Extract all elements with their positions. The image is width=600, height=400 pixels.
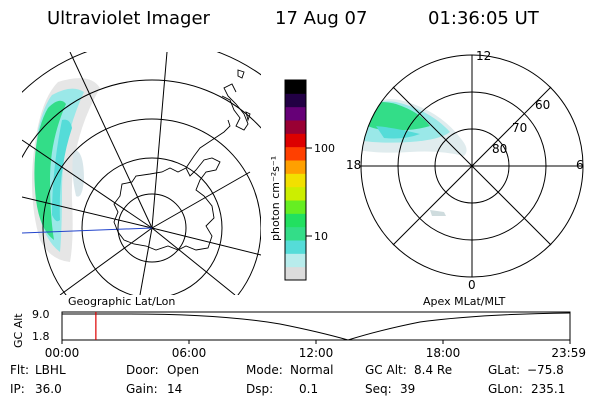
timeline-xticks: 00:00 06:00 12:00 18:00 23:59: [45, 340, 586, 360]
colorbar-cell: [285, 173, 306, 188]
geo-lat-circle: [22, 79, 261, 159]
colorbar-cell: [285, 120, 306, 134]
geo-lon-line: [151, 227, 261, 256]
colorbar-frame: [284, 79, 307, 281]
gain-value: 14: [167, 382, 183, 396]
colorbar-cell: [285, 200, 306, 214]
filter-label: Flt:: [10, 363, 29, 377]
colorbar-cell: [285, 80, 306, 94]
timeline-xtick-label: 00:00: [45, 346, 80, 360]
coastline-south-america: [221, 83, 249, 131]
ip-label: IP:: [10, 382, 25, 396]
aurora-apex-bright: [361, 102, 430, 131]
colorbar-cell: [285, 240, 306, 254]
geo-lon-line: [22, 139, 153, 229]
coastline-islands: [237, 69, 251, 122]
colorbar-cell: [285, 106, 306, 121]
aurora-bright-band: [34, 100, 66, 240]
colorbar-cell: [285, 253, 306, 268]
apex-map-label: Apex MLat/MLT: [423, 295, 506, 308]
geo-lon-line: [139, 227, 153, 295]
aurora-speckle-band: [52, 119, 72, 222]
coastline: [113, 157, 221, 251]
geo-lon-line: [151, 52, 168, 229]
colorbar-cell: [285, 93, 306, 108]
coastline-peninsula: [185, 119, 231, 169]
image-date: 17 Aug 07: [275, 8, 368, 29]
glat-label: GLat:: [488, 363, 521, 377]
aurora-apex-patch: [430, 210, 446, 216]
colorbar-cell: [285, 213, 306, 228]
aurora-apex-speckle: [376, 126, 420, 139]
apex-lat-label-80: 80: [492, 142, 507, 156]
colorbar-cell: [285, 146, 306, 161]
geo-lat-circle: [117, 193, 187, 263]
seq-label: Seq:: [365, 382, 392, 396]
apex-lat-label-70: 70: [512, 121, 527, 135]
door-value: Open: [167, 363, 200, 377]
geo-lon-line: [69, 52, 153, 229]
apex-mlt-line-diag2: [392, 86, 552, 246]
dsp-value: 0.1: [299, 382, 319, 396]
orbit-timeline: GC Alt 9.0 1.8 00:00 06:00 12:00 18:00 23:59: [12, 308, 586, 360]
timeline-ylabel: GC Alt: [12, 313, 25, 348]
apex-map: 12 18 6 0 60 70 80: [346, 49, 584, 292]
instrument-title: Ultraviolet Imager: [47, 8, 210, 29]
geo-lon-line: [22, 196, 153, 229]
colorbar-tick-label-100: 100: [314, 142, 335, 155]
geo-lon-line: [59, 227, 153, 295]
timeline-xtick-label: 12:00: [299, 346, 334, 360]
colorbar-cell: [285, 133, 306, 148]
colorbar-unit-label: photon cm⁻²s⁻¹: [269, 156, 282, 241]
ip-value: 36.0: [35, 382, 62, 396]
apex-mlt-label-6: 6: [576, 158, 584, 172]
glat-value: −75.8: [527, 363, 564, 377]
altitude-curve: [62, 312, 571, 341]
colorbar-cell: [285, 226, 306, 241]
geographic-map-label: Geographic Lat/Lon: [68, 295, 175, 308]
gcalt-label: GC Alt:: [365, 363, 407, 377]
mode-value: Normal: [290, 363, 334, 377]
apex-mlt-label-12: 12: [476, 49, 491, 63]
colorbar-cell: [285, 186, 306, 201]
timeline-ytick-bottom: 1.8: [32, 330, 50, 343]
geo-reference-meridian: [22, 227, 153, 234]
gain-label: Gain:: [126, 382, 158, 396]
timeline-xtick-label: 23:59: [551, 346, 586, 360]
colorbar-cell: [285, 160, 306, 174]
geo-lat-circle: [42, 118, 261, 295]
mode-label: Mode:: [246, 363, 283, 377]
geo-lon-line: [151, 227, 236, 295]
image-time: 01:36:05 UT: [428, 8, 539, 29]
dsp-label: Dsp:: [246, 382, 274, 396]
gcalt-value: 8.4 Re: [414, 363, 453, 377]
timeline-ytick-top: 9.0: [32, 308, 50, 321]
seq-value: 39: [400, 382, 416, 396]
auroral-oval-apex: [361, 99, 467, 216]
filter-value: LBHL: [35, 363, 66, 377]
geo-lat-circle: [81, 157, 223, 295]
colorbar-tick-label-10: 10: [314, 230, 328, 243]
colorbar: [285, 80, 306, 281]
apex-mlt-label-0: 0: [468, 278, 476, 292]
auroral-oval-geographic: [32, 78, 100, 263]
glon-value: 235.1: [531, 382, 566, 396]
aurora-light-patch: [72, 150, 84, 197]
colorbar-cell: [285, 266, 306, 281]
geographic-map: [22, 52, 261, 295]
apex-lat-label-60: 60: [535, 98, 550, 112]
apex-mlt-label-18: 18: [346, 158, 361, 172]
timeline-frame: [61, 311, 571, 341]
timeline-xtick-label: 18:00: [426, 346, 461, 360]
glon-label: GLon:: [488, 382, 523, 396]
geo-lon-line: [151, 171, 251, 229]
door-label: Door:: [126, 363, 159, 377]
timeline-xtick-label: 06:00: [172, 346, 207, 360]
